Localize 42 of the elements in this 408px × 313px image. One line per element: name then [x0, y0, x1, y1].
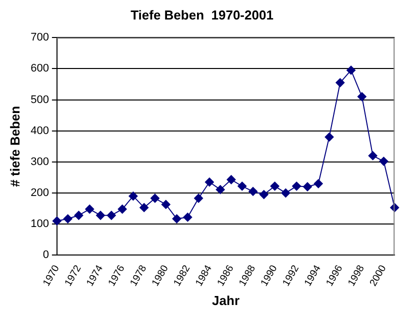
point: [259, 190, 268, 200]
point: [140, 203, 149, 212]
y-axis-title: # tiefe Beben: [7, 106, 22, 187]
point: [194, 194, 204, 203]
y-tick-label: 200: [30, 187, 49, 200]
point: [85, 204, 94, 214]
point: [226, 175, 236, 184]
point: [150, 194, 160, 203]
y-tick-label: 600: [30, 62, 49, 75]
point: [238, 182, 247, 191]
y-tick-label: 400: [30, 124, 49, 137]
y-tick-label: 300: [30, 156, 49, 168]
x-axis-title: Jahr: [212, 292, 240, 308]
point: [270, 182, 280, 191]
point: [183, 212, 192, 222]
point: [161, 200, 170, 209]
point: [204, 178, 214, 187]
y-tick-label: 100: [30, 218, 49, 230]
point: [63, 214, 72, 224]
chart-title: Tiefe Beben 1970-2001: [130, 7, 274, 22]
point: [172, 214, 182, 224]
point: [346, 66, 356, 75]
y-tick-label: 0: [42, 249, 49, 262]
y-tick-label: 500: [30, 94, 49, 106]
point: [74, 210, 84, 220]
point: [292, 182, 302, 191]
point: [302, 182, 312, 192]
point: [379, 156, 388, 166]
point: [52, 216, 62, 226]
point: [324, 132, 334, 142]
point: [106, 210, 116, 220]
point: [128, 192, 138, 201]
point: [357, 92, 366, 102]
point: [336, 78, 345, 88]
point: [248, 186, 258, 196]
point: [96, 210, 106, 220]
point: [368, 151, 378, 160]
y-tick-label: 700: [30, 32, 49, 44]
point: [118, 204, 127, 214]
point: [314, 179, 323, 188]
point: [216, 185, 225, 194]
point: [281, 188, 290, 198]
